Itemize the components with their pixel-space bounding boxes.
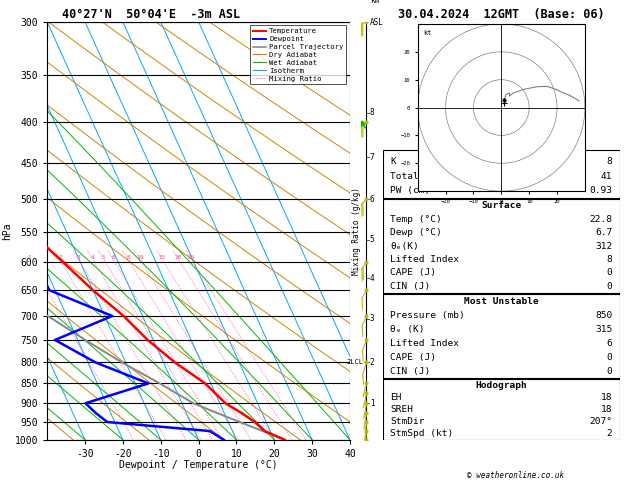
Text: 0: 0 bbox=[607, 366, 613, 376]
Text: EH: EH bbox=[390, 393, 402, 402]
Text: 20: 20 bbox=[175, 255, 182, 260]
Text: 10: 10 bbox=[136, 255, 144, 260]
Text: Most Unstable: Most Unstable bbox=[464, 297, 538, 306]
X-axis label: Dewpoint / Temperature (°C): Dewpoint / Temperature (°C) bbox=[120, 460, 278, 470]
Bar bbox=[383, 379, 620, 440]
Text: Temp (°C): Temp (°C) bbox=[390, 215, 442, 224]
Text: Surface: Surface bbox=[481, 201, 521, 210]
Text: 2: 2 bbox=[58, 255, 62, 260]
Text: 22.8: 22.8 bbox=[589, 215, 613, 224]
Text: θₑ(K): θₑ(K) bbox=[390, 242, 419, 251]
Text: 4: 4 bbox=[91, 255, 95, 260]
Text: 6: 6 bbox=[607, 339, 613, 347]
Text: 7: 7 bbox=[370, 153, 374, 162]
Text: Dewp (°C): Dewp (°C) bbox=[390, 228, 442, 237]
Text: 41: 41 bbox=[601, 172, 613, 181]
Text: PW (cm): PW (cm) bbox=[390, 186, 430, 195]
Bar bbox=[383, 295, 620, 378]
Text: 1: 1 bbox=[370, 399, 374, 408]
Text: 40°27'N  50°04'E  -3m ASL: 40°27'N 50°04'E -3m ASL bbox=[62, 8, 240, 21]
Text: 2LCL: 2LCL bbox=[347, 359, 364, 365]
Text: Mixing Ratio (g/kg): Mixing Ratio (g/kg) bbox=[352, 187, 361, 275]
Text: 4: 4 bbox=[370, 274, 374, 283]
Text: Totals Totals: Totals Totals bbox=[390, 172, 465, 181]
Text: 25: 25 bbox=[188, 255, 196, 260]
Text: StmSpd (kt): StmSpd (kt) bbox=[390, 429, 454, 438]
Text: CIN (J): CIN (J) bbox=[390, 282, 430, 291]
Text: Pressure (mb): Pressure (mb) bbox=[390, 311, 465, 320]
Text: 850: 850 bbox=[595, 311, 613, 320]
Text: Lifted Index: Lifted Index bbox=[390, 255, 459, 264]
Text: 6: 6 bbox=[370, 195, 374, 204]
Text: 5: 5 bbox=[370, 235, 374, 244]
Text: 2: 2 bbox=[370, 358, 374, 367]
Text: 0.93: 0.93 bbox=[589, 186, 613, 195]
Text: 312: 312 bbox=[595, 242, 613, 251]
Bar bbox=[383, 199, 620, 293]
Text: Hodograph: Hodograph bbox=[476, 381, 527, 390]
Text: StmDir: StmDir bbox=[390, 417, 425, 426]
Text: 315: 315 bbox=[595, 325, 613, 334]
Text: 207°: 207° bbox=[589, 417, 613, 426]
Text: CAPE (J): CAPE (J) bbox=[390, 268, 436, 278]
Text: © weatheronline.co.uk: © weatheronline.co.uk bbox=[467, 471, 564, 480]
Text: Lifted Index: Lifted Index bbox=[390, 339, 459, 347]
Text: CAPE (J): CAPE (J) bbox=[390, 352, 436, 362]
Text: 5: 5 bbox=[102, 255, 106, 260]
Text: SREH: SREH bbox=[390, 405, 413, 414]
Text: 3: 3 bbox=[370, 314, 374, 324]
Legend: Temperature, Dewpoint, Parcel Trajectory, Dry Adiabat, Wet Adiabat, Isotherm, Mi: Temperature, Dewpoint, Parcel Trajectory… bbox=[250, 25, 347, 85]
Text: 3: 3 bbox=[77, 255, 81, 260]
Text: 1: 1 bbox=[28, 255, 31, 260]
Text: 8: 8 bbox=[607, 255, 613, 264]
Text: 0: 0 bbox=[607, 268, 613, 278]
Text: 8: 8 bbox=[607, 157, 613, 166]
Y-axis label: hPa: hPa bbox=[2, 222, 12, 240]
Text: K: K bbox=[390, 157, 396, 166]
Text: 0: 0 bbox=[607, 352, 613, 362]
Bar bbox=[383, 150, 620, 198]
Text: 6.7: 6.7 bbox=[595, 228, 613, 237]
Text: 8: 8 bbox=[370, 108, 374, 118]
Text: 8: 8 bbox=[126, 255, 130, 260]
Text: 6: 6 bbox=[111, 255, 115, 260]
Text: 18: 18 bbox=[601, 393, 613, 402]
Text: CIN (J): CIN (J) bbox=[390, 366, 430, 376]
Text: 18: 18 bbox=[601, 405, 613, 414]
Text: θₑ (K): θₑ (K) bbox=[390, 325, 425, 334]
Text: ASL: ASL bbox=[370, 17, 384, 27]
Title: 30.04.2024  12GMT  (Base: 06): 30.04.2024 12GMT (Base: 06) bbox=[398, 8, 604, 21]
Text: km: km bbox=[370, 0, 379, 5]
Text: 15: 15 bbox=[159, 255, 166, 260]
Text: 2: 2 bbox=[607, 429, 613, 438]
Text: 0: 0 bbox=[607, 282, 613, 291]
